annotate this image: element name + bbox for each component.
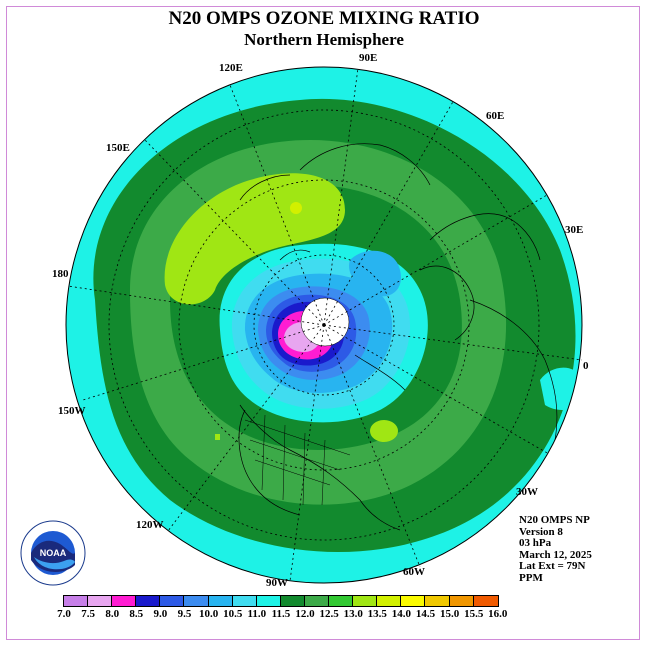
map-subtitle: Northern Hemisphere xyxy=(244,30,404,49)
colorbar-swatch xyxy=(88,596,113,606)
colorbar-swatch xyxy=(64,596,89,606)
contour-12-5-dot xyxy=(215,434,220,440)
colorbar-tick-label: 15.0 xyxy=(439,608,460,620)
colorbar-swatch xyxy=(377,596,402,606)
lon-label-30e: 30E xyxy=(565,224,584,236)
colorbar-tick-label: 11.5 xyxy=(271,608,291,620)
noaa-logo-text: NOAA xyxy=(40,548,67,558)
colorbar-swatch xyxy=(232,596,257,606)
colorbar-tick-label: 14.0 xyxy=(391,608,412,620)
colorbar-tick-label: 13.0 xyxy=(343,608,363,620)
lon-label-90e: 90E xyxy=(359,52,378,64)
colorbar-tick-label: 12.0 xyxy=(295,608,315,620)
info-units: PPM xyxy=(519,571,543,584)
colorbar-swatch xyxy=(401,596,426,606)
colorbar-swatch xyxy=(160,596,185,606)
colorbar-swatch xyxy=(425,596,450,606)
lon-label-90w: 90W xyxy=(266,577,288,589)
info-version: Version 8 xyxy=(519,525,563,538)
colorbar-tick-label: 13.5 xyxy=(367,608,387,620)
colorbar-swatch xyxy=(473,596,498,606)
colorbar-tick-label: 7.5 xyxy=(81,608,95,620)
product-info: N20 OMPS NP Version 8 03 hPa March 12, 2… xyxy=(519,514,592,584)
lon-label-120e: 120E xyxy=(219,62,243,74)
lon-label-150e: 150E xyxy=(106,142,130,154)
colorbar-tick-label: 11.0 xyxy=(247,608,267,620)
colorbar-tick-label: 10.5 xyxy=(223,608,243,620)
state-boundaries xyxy=(244,414,351,506)
map-title: N20 OMPS OZONE MIXING RATIO xyxy=(168,8,480,29)
colorbar-tick-label: 9.5 xyxy=(177,608,192,620)
colorbar-swatch xyxy=(184,596,209,606)
colorbar-tick-label: 8.0 xyxy=(105,608,120,620)
colorbar-tick-label: 15.5 xyxy=(464,608,484,620)
map-boundary xyxy=(65,66,583,584)
contour-11-5-atlantic xyxy=(540,367,582,410)
colorbar-swatch xyxy=(280,596,305,606)
colorbar-swatch xyxy=(353,596,378,606)
noaa-logo-icon: NOAA xyxy=(20,520,86,586)
lon-label-120w: 120W xyxy=(136,519,164,531)
lon-label-0: 0 xyxy=(583,360,589,372)
colorbar-swatch xyxy=(256,596,281,606)
lon-label-180: 180 xyxy=(52,268,69,280)
colorbar-tick-label: 14.5 xyxy=(415,608,436,620)
lon-label-150w: 150W xyxy=(58,405,86,417)
colorbar-tick-label: 8.5 xyxy=(129,608,144,620)
colorbar-swatch xyxy=(112,596,137,606)
colorbar-swatch xyxy=(304,596,330,606)
info-product: N20 OMPS NP xyxy=(519,514,590,526)
colorbar-swatch xyxy=(136,596,161,606)
colorbar-swatch xyxy=(329,596,354,606)
info-date: March 12, 2025 xyxy=(519,548,592,561)
ozone-field xyxy=(66,67,582,583)
colorbar-swatch xyxy=(449,596,474,606)
colorbar xyxy=(63,595,499,607)
colorbar-tick-label: 10.0 xyxy=(198,608,219,620)
colorbar-tick-label: 9.0 xyxy=(153,608,168,620)
colorbar-tick-label: 16.0 xyxy=(488,608,508,620)
lon-label-60e: 60E xyxy=(486,110,505,122)
lon-label-60w: 60W xyxy=(403,566,425,578)
colorbar-tick-label: 7.0 xyxy=(57,608,71,620)
lon-label-30w: 30W xyxy=(516,486,538,498)
colorbar-swatch xyxy=(208,596,233,606)
contour-13-0-spot xyxy=(290,202,302,214)
contour-10-0-europe xyxy=(349,250,401,297)
colorbar-tick-label: 12.5 xyxy=(319,608,339,620)
info-lat-ext: Lat Ext = 79N xyxy=(519,560,586,572)
coastlines xyxy=(238,143,558,531)
info-level: 03 hPa xyxy=(519,537,552,549)
contour-12-5-small xyxy=(370,420,398,442)
graticule xyxy=(67,67,583,582)
polar-night xyxy=(300,297,350,347)
figure-frame xyxy=(6,6,640,640)
